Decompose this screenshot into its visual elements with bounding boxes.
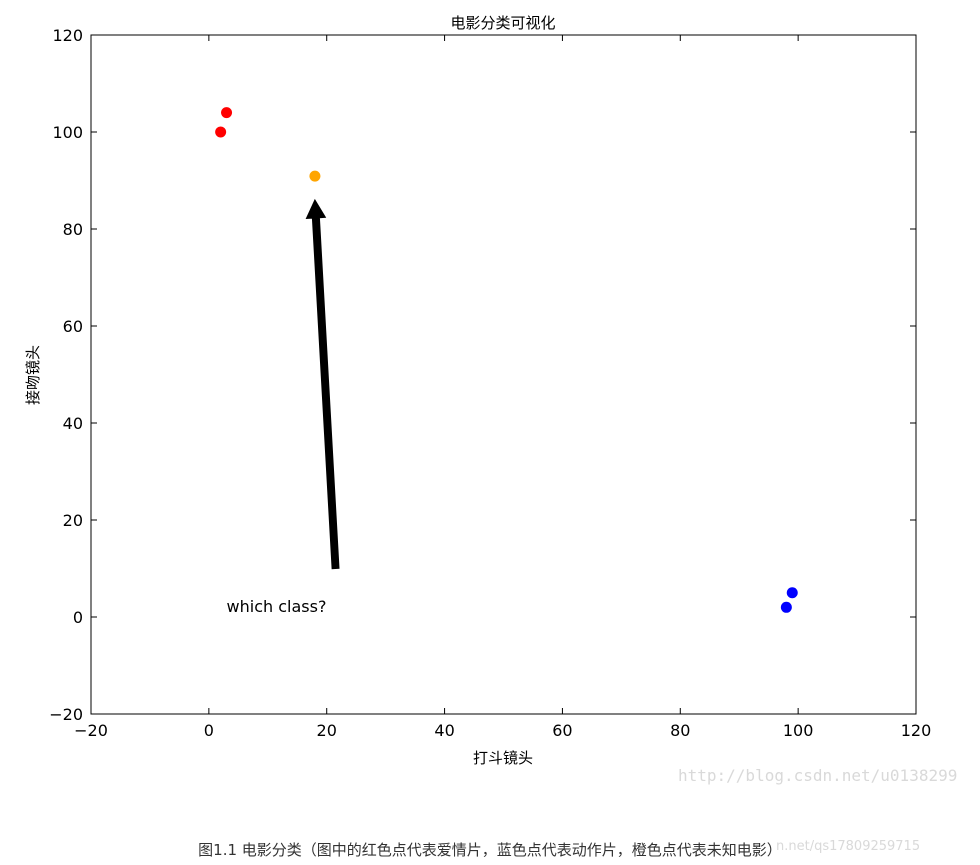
plot-area bbox=[90, 34, 917, 715]
y-axis-label: 接吻镜头 bbox=[24, 345, 42, 405]
caption-watermark: n.net/qs17809259715 bbox=[776, 839, 921, 854]
watermark: http://blog.csdn.net/u0138299 bbox=[678, 766, 958, 785]
x-tick-label: 40 bbox=[434, 721, 454, 740]
y-tick-label: −20 bbox=[49, 705, 83, 724]
data-point bbox=[786, 587, 798, 599]
data-point bbox=[215, 126, 227, 138]
y-tick-label: 40 bbox=[63, 414, 83, 433]
y-tick-label: 80 bbox=[63, 220, 83, 239]
annotation-arrow bbox=[305, 198, 340, 570]
x-tick-label: 100 bbox=[783, 721, 814, 740]
x-tick-label: −20 bbox=[74, 721, 108, 740]
figure-caption: 图1.1 电影分类（图中的红色点代表爱情片，蓝色点代表动作片，橙色点代表未知电影… bbox=[198, 841, 782, 859]
y-tick-label: 20 bbox=[63, 511, 83, 530]
x-tick-label: 80 bbox=[670, 721, 690, 740]
x-tick-label: 20 bbox=[317, 721, 337, 740]
data-point bbox=[221, 107, 233, 119]
y-tick-label: 120 bbox=[52, 26, 83, 45]
data-point bbox=[309, 170, 321, 182]
x-tick-label: 60 bbox=[552, 721, 572, 740]
x-axis-label: 打斗镜头 bbox=[473, 749, 533, 767]
x-tick-label: 120 bbox=[901, 721, 932, 740]
chart-title: 电影分类可视化 bbox=[450, 14, 555, 32]
data-point bbox=[780, 601, 792, 613]
y-tick-label: 60 bbox=[63, 317, 83, 336]
x-tick-label: 0 bbox=[204, 721, 214, 740]
annotation-text: which class? bbox=[227, 597, 327, 616]
y-tick-label: 0 bbox=[73, 608, 83, 627]
y-tick-label: 100 bbox=[52, 123, 83, 142]
